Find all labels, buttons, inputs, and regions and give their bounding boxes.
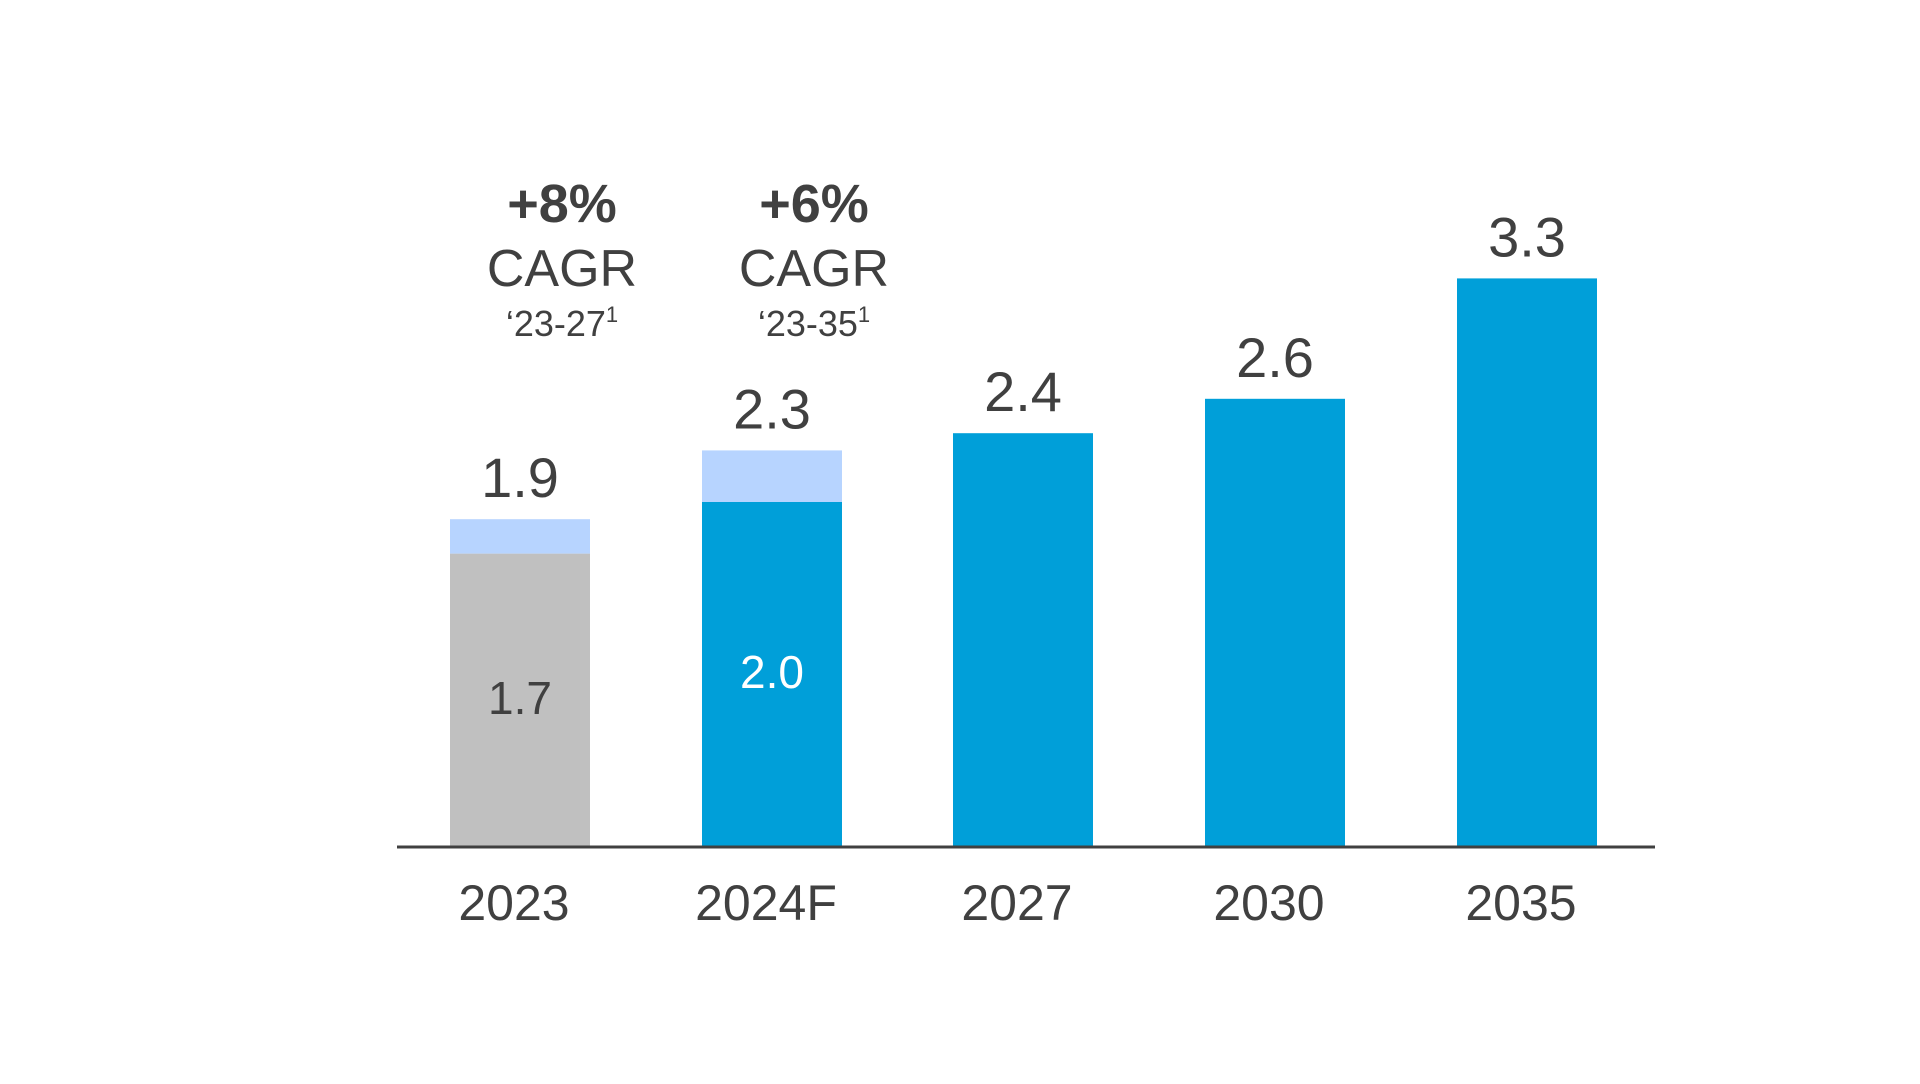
bar-2024f [702,502,842,846]
cagr-annotation-1-label: CAGR [487,240,637,298]
bar-total-label-2027: 2.4 [984,360,1062,423]
cagr-annotation-1-value: +8% [507,174,617,234]
bar-total-label-2023: 1.9 [481,446,559,509]
cagr-annotation-2-value: +6% [759,174,869,234]
bar-total-label-2030: 2.6 [1236,326,1314,389]
x-tick-label-2030: 2030 [1213,875,1324,931]
bar-2030 [1205,398,1345,846]
x-tick-label-2024f: 2024F [695,875,837,931]
x-tick-label-2035: 2035 [1465,875,1576,931]
cagr-annotation-2-label: CAGR [739,240,889,298]
bar-2023 [450,553,590,846]
labels-layer: 1.7 1.9 2023 2.0 2.3 2024F 2.4 2027 2.6 2030 3.3 20… [458,174,1576,931]
bar-top-segment-2024f [702,450,842,502]
x-tick-label-2027: 2027 [961,875,1072,931]
bar-inner-label-2024f: 2.0 [740,646,804,698]
bar-total-label-2024f: 2.3 [733,377,811,440]
bars-layer [450,278,1597,846]
x-tick-label-2023: 2023 [458,875,569,931]
cagr-annotation-1-period: ‘23-271 [506,302,618,344]
cagr-annotation-2-period: ‘23-351 [758,302,870,344]
bar-total-label-2035: 3.3 [1488,205,1566,268]
bar-top-segment-2023 [450,519,590,554]
bar-2035 [1457,278,1597,846]
bar-inner-label-2023: 1.7 [488,672,552,724]
bar-2027 [953,433,1093,846]
